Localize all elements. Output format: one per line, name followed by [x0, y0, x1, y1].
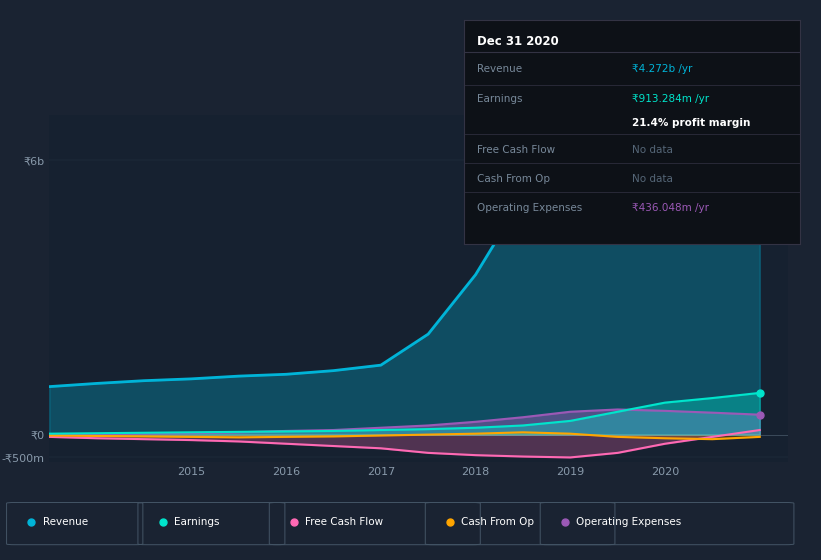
Text: Free Cash Flow: Free Cash Flow [305, 517, 383, 527]
Text: Earnings: Earnings [477, 94, 523, 104]
Text: ₹4.272b /yr: ₹4.272b /yr [632, 64, 693, 74]
Text: ₹436.048m /yr: ₹436.048m /yr [632, 203, 709, 213]
Text: 21.4% profit margin: 21.4% profit margin [632, 118, 750, 128]
Text: No data: No data [632, 174, 673, 184]
Text: Revenue: Revenue [477, 64, 522, 74]
Text: Cash From Op: Cash From Op [477, 174, 550, 184]
Text: Operating Expenses: Operating Expenses [576, 517, 681, 527]
Text: No data: No data [632, 145, 673, 155]
Text: Free Cash Flow: Free Cash Flow [477, 145, 556, 155]
Text: Cash From Op: Cash From Op [461, 517, 534, 527]
Text: Operating Expenses: Operating Expenses [477, 203, 583, 213]
Text: Earnings: Earnings [174, 517, 219, 527]
Text: ₹913.284m /yr: ₹913.284m /yr [632, 94, 709, 104]
Text: Revenue: Revenue [43, 517, 88, 527]
Text: Dec 31 2020: Dec 31 2020 [477, 35, 559, 48]
